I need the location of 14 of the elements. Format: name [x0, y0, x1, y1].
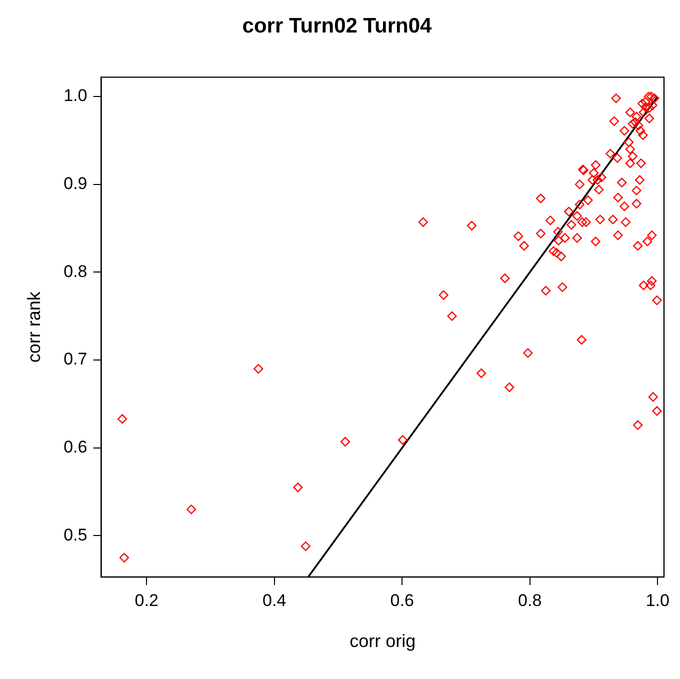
y-tick-label: 0.7 [64, 350, 88, 369]
x-tick-label: 0.2 [134, 590, 158, 610]
y-tick-label: 0.5 [64, 525, 88, 544]
x-tick-label: 0.6 [390, 590, 414, 610]
y-tick-label: 0.8 [64, 262, 88, 281]
y-axis-title: corr rank [24, 290, 44, 363]
x-tick-label: 1.0 [646, 590, 670, 610]
y-tick-label: 0.9 [64, 174, 88, 194]
y-tick-label: 1.0 [64, 86, 88, 106]
y-tick-label: 0.6 [64, 438, 88, 457]
x-axis-title: corr orig [350, 631, 416, 652]
x-tick-label: 0.4 [262, 590, 286, 610]
chart-title: corr Turn02 Turn04 [242, 14, 432, 38]
x-tick-label: 0.8 [518, 590, 542, 610]
